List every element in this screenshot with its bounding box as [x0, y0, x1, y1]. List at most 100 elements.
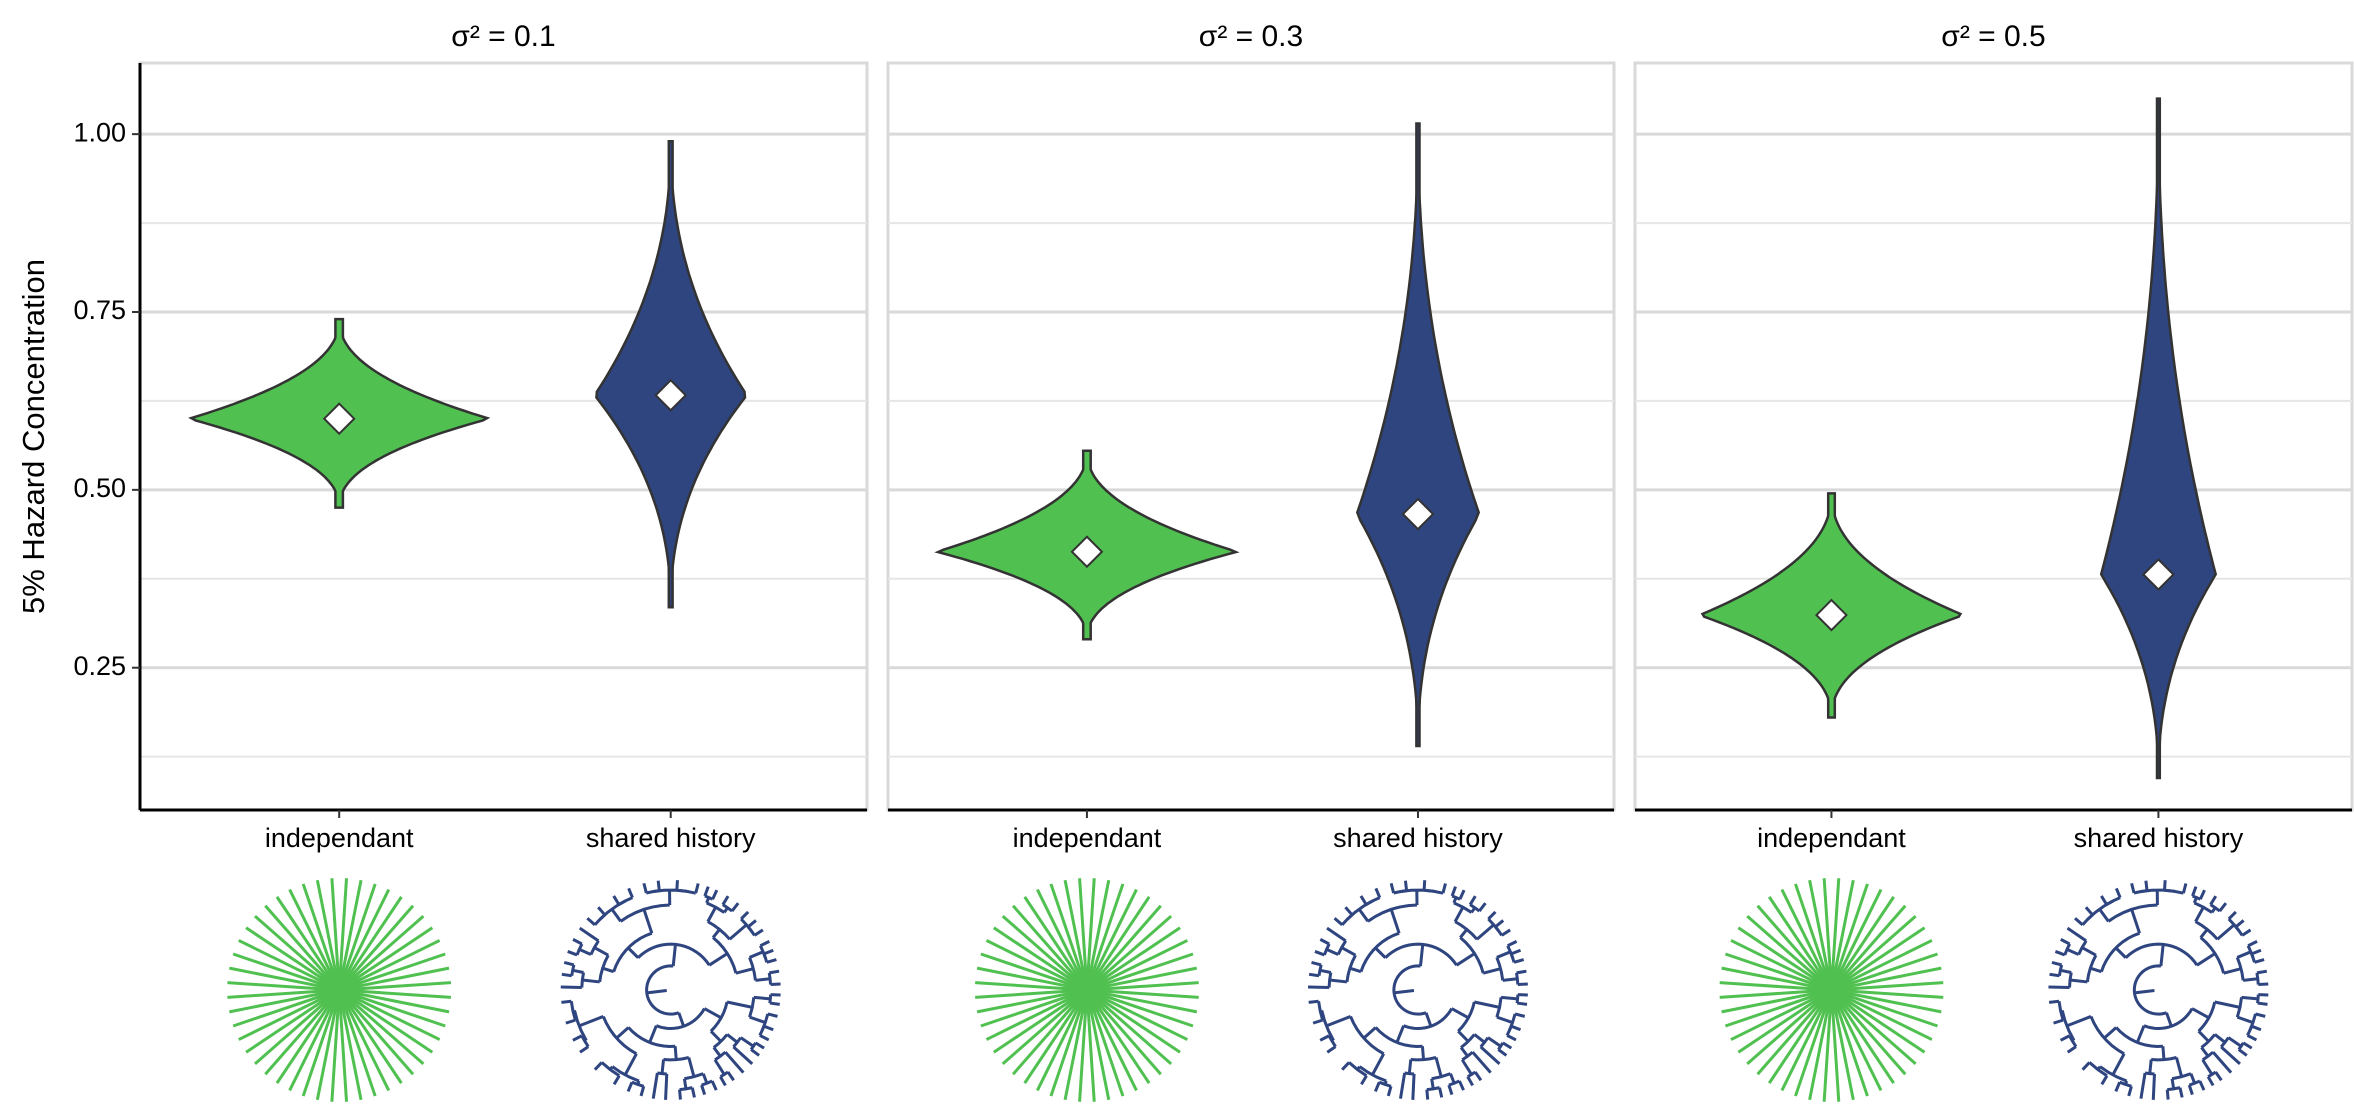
tree-branch: [1482, 967, 1501, 975]
tree-branch: [1506, 945, 1515, 959]
tree-branch: [1834, 896, 1895, 985]
tree-branch: [345, 992, 441, 1041]
tree-branch: [1832, 997, 1869, 1097]
tree-branch: [703, 1007, 722, 1020]
tree-branch: [2054, 950, 2066, 957]
tree-branch: [1513, 958, 1525, 964]
tree-branch: [2144, 880, 2149, 891]
tree-branch: [1438, 1087, 1444, 1098]
tree-branch: [750, 1048, 761, 1057]
tree-branch: [711, 928, 721, 939]
tree-branch: [301, 997, 339, 1097]
tree-icon: [1719, 878, 1944, 1102]
tree-branch: [2236, 950, 2252, 959]
tree-branch: [1496, 950, 1511, 959]
tree-icon: [227, 878, 452, 1102]
tree-branch: [2114, 887, 2122, 899]
tree-branch: [1794, 883, 1831, 983]
tree-branch: [753, 928, 764, 937]
tree-branch: [1319, 968, 1332, 974]
tree-branch: [341, 996, 391, 1092]
tree-branch: [2057, 1001, 2065, 1021]
tree-branch: [690, 1087, 696, 1098]
tree-branch: [1721, 990, 1824, 1014]
tree-branch: [1374, 946, 1387, 959]
tree-branch: [1460, 1059, 1473, 1076]
tree-branch: [245, 993, 334, 1054]
tree-branch: [2257, 1001, 2268, 1006]
tree-branch: [1357, 908, 1370, 923]
tree-branch: [2187, 1084, 2194, 1096]
tree-branch: [1730, 992, 1825, 1041]
tree-branch: [1470, 906, 1477, 914]
tree-branch: [648, 1025, 658, 1043]
tree-branch: [754, 1041, 765, 1050]
y-tick-label: 0.25: [73, 651, 126, 681]
tree-branch: [1093, 992, 1189, 1041]
tree-branch: [567, 950, 578, 957]
tree-branch: [1090, 995, 1151, 1084]
tree-branch: [1094, 966, 1198, 990]
tree-branch: [1756, 995, 1828, 1076]
tree-branch: [2246, 1034, 2258, 1042]
tree-root: [1815, 974, 1848, 1006]
x-tick-label: shared history: [2074, 823, 2244, 853]
tree-branch: [1454, 920, 1479, 941]
tree-branch: [563, 960, 575, 967]
tree-branch: [626, 1081, 634, 1092]
tree-branch: [1767, 896, 1829, 985]
tree-branch: [713, 1059, 726, 1076]
tree-branch: [1487, 1036, 1502, 1048]
tree-branch: [1808, 879, 1832, 983]
tree-branch: [2066, 926, 2088, 943]
tree-branch: [1317, 1001, 1325, 1021]
tree-branch: [1514, 1012, 1526, 1018]
tree-branch: [1023, 896, 1084, 985]
tree-branch: [2254, 958, 2265, 964]
tree-branch: [245, 926, 334, 987]
tree-branch: [1383, 1080, 1388, 1085]
tree-branch: [2198, 1080, 2206, 1091]
tree-branch: [2088, 1061, 2108, 1077]
tree-branch: [1730, 939, 1825, 988]
tree-branch: [346, 990, 450, 1014]
tree-branch: [346, 952, 446, 989]
tree-branch: [1389, 908, 1401, 934]
tree-branch: [1325, 1015, 1352, 1028]
tree-branch: [706, 906, 717, 923]
tree-branch: [726, 1071, 735, 1082]
tree-branch: [975, 989, 1080, 999]
tree-branch: [2193, 901, 2213, 914]
tree-branch: [1088, 997, 1125, 1097]
tree-branch: [2241, 928, 2252, 937]
tree-branch: [578, 1015, 604, 1028]
tree-branch: [2063, 943, 2071, 956]
tree-branch: [1078, 997, 1088, 1102]
tree-branch: [770, 982, 781, 987]
tree-branch: [2165, 1089, 2170, 1100]
tree-branch: [560, 985, 582, 990]
tree-branch: [330, 878, 341, 983]
tree-branch: [1094, 991, 1194, 1028]
tree-branch: [740, 910, 750, 921]
tree-branch: [586, 917, 596, 926]
tree-branch: [2213, 1033, 2226, 1044]
tree-branch: [2191, 886, 2198, 897]
tree-branch: [763, 1024, 774, 1032]
tree-branch: [1094, 990, 1198, 1014]
tree-branch: [1307, 985, 1330, 990]
tree-branch: [747, 919, 757, 928]
tree-branch: [345, 939, 441, 988]
tree-branch: [2074, 917, 2084, 926]
tree-branch: [2060, 968, 2072, 974]
tree-branch: [1011, 995, 1083, 1076]
tree-branch: [1458, 889, 1466, 900]
tree-branch: [985, 992, 1081, 1041]
tree-branch: [2165, 1012, 2173, 1027]
tree-branch: [1403, 880, 1409, 891]
tree-branch: [1063, 997, 1087, 1101]
tree-branch: [1319, 1034, 1330, 1042]
tree-branch: [678, 1089, 682, 1100]
tree-branch: [673, 1046, 678, 1060]
tree-branch: [1407, 1059, 1413, 1074]
